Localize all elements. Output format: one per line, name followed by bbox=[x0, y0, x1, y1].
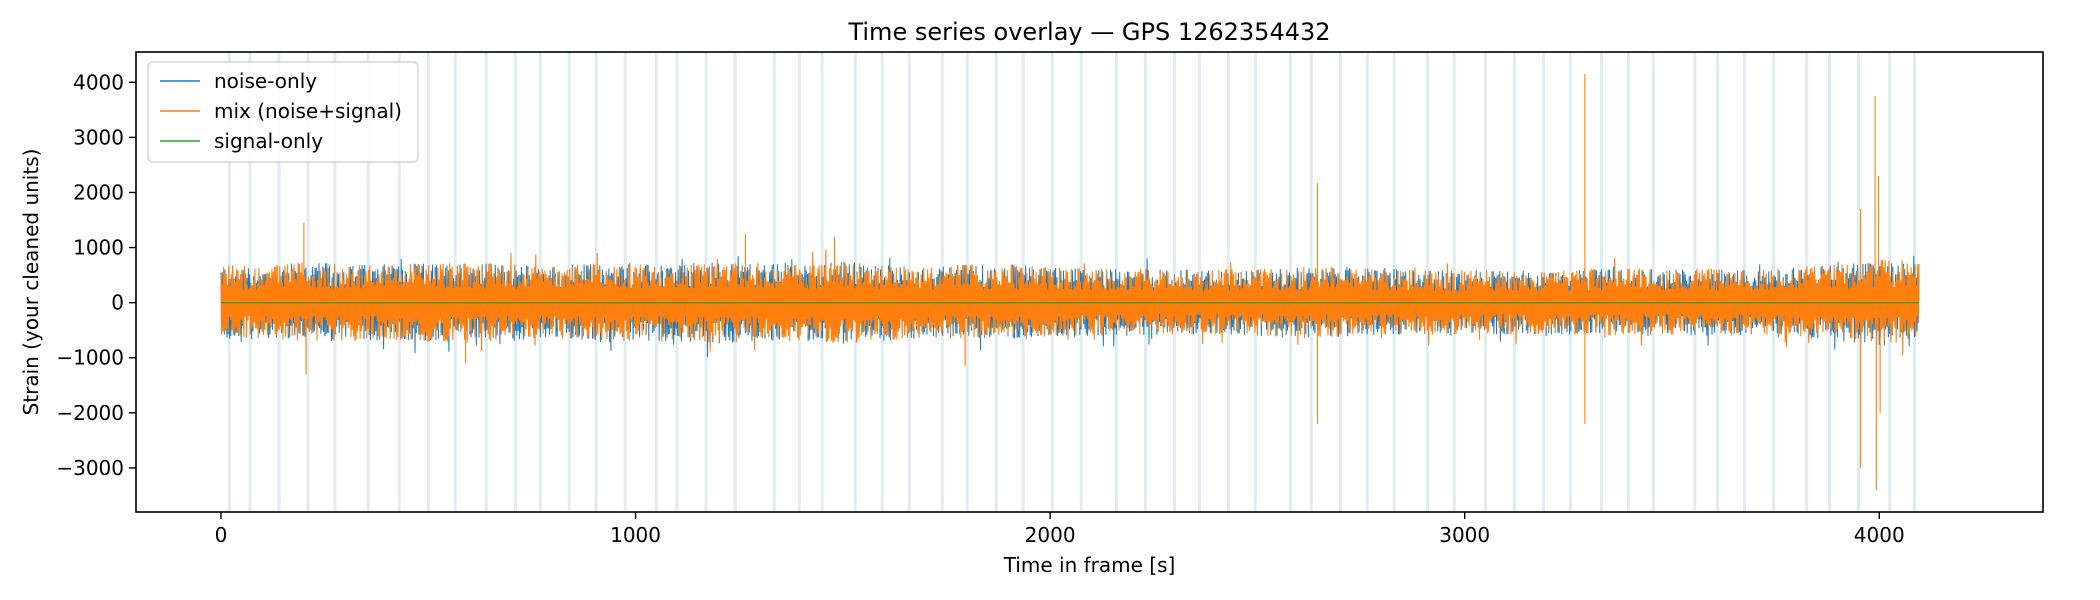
y-tick-label: 1000 bbox=[73, 236, 124, 260]
y-tick-label: −1000 bbox=[56, 346, 124, 370]
series-lines bbox=[220, 74, 1920, 490]
y-tick-label: −3000 bbox=[56, 456, 124, 480]
legend-label-mix: mix (noise+signal) bbox=[214, 99, 402, 123]
x-tick-label: 0 bbox=[215, 523, 228, 547]
x-tick-label: 1000 bbox=[610, 523, 661, 547]
x-tick-label: 2000 bbox=[1025, 523, 1076, 547]
x-axis-label: Time in frame [s] bbox=[1003, 553, 1176, 577]
legend-label-signal-only: signal-only bbox=[214, 129, 323, 153]
y-tick-label: 4000 bbox=[73, 70, 124, 94]
shaded-interval bbox=[277, 52, 281, 512]
x-tick-label: 4000 bbox=[1854, 523, 1905, 547]
plot-frame bbox=[135, 51, 2044, 513]
shaded-interval bbox=[1114, 52, 1118, 512]
y-tick-label: −2000 bbox=[56, 401, 124, 425]
y-tick-label: 3000 bbox=[73, 125, 124, 149]
shaded-interval bbox=[853, 52, 857, 512]
legend-frame bbox=[147, 61, 419, 163]
series-line-mix bbox=[220, 74, 1920, 490]
x-tick-label: 3000 bbox=[1439, 523, 1490, 547]
y-tick-label: 2000 bbox=[73, 180, 124, 204]
chart-title: Time series overlay — GPS 1262354432 bbox=[847, 18, 1330, 46]
y-axis-label: Strain (your cleaned units) bbox=[19, 149, 43, 416]
legend-label-noise-only: noise-only bbox=[214, 69, 317, 93]
y-axis: −3000 −2000 −1000 0 1000 2000 3000 4000 bbox=[56, 70, 136, 480]
legend: noise-only mix (noise+signal) signal-onl… bbox=[147, 61, 419, 163]
x-axis: 0 1000 2000 3000 4000 bbox=[215, 512, 1905, 547]
shaded-interval bbox=[1651, 52, 1655, 512]
shaded-interval bbox=[1197, 52, 1201, 512]
y-tick-label: 0 bbox=[111, 291, 124, 315]
